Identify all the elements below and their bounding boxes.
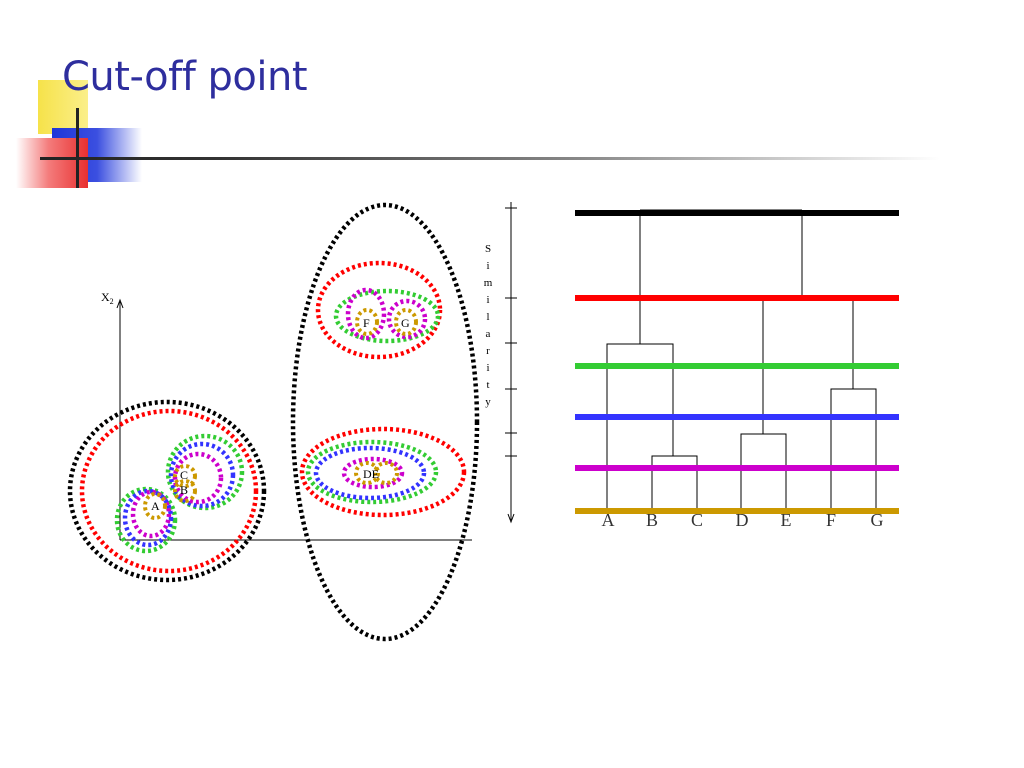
link-bc <box>651 455 698 508</box>
decoration-vertical-line <box>76 108 79 188</box>
cluster-green-a <box>114 486 178 554</box>
cluster-blue-de <box>313 445 427 501</box>
point-label-a: A <box>151 499 160 513</box>
svg-text:r: r <box>486 345 490 357</box>
cluster-gold-g <box>394 308 418 336</box>
cluster-green-fg <box>333 288 441 344</box>
point-label-c: C <box>180 468 188 482</box>
leaf-label-g: G <box>871 510 884 530</box>
leaf-label-a: A <box>602 510 615 530</box>
leaf-label-e: E <box>781 510 792 530</box>
cluster-purple-a <box>130 489 172 539</box>
cluster-blue-a <box>122 488 174 548</box>
cluster-black-right <box>290 202 480 642</box>
cluster-purple-de <box>341 456 405 490</box>
cluster-purple-g <box>386 298 428 340</box>
leaf-label-b: B <box>646 510 658 530</box>
cluster-green-de <box>305 439 439 505</box>
svg-text:S: S <box>485 243 491 255</box>
similarity-label: S i m i l a r i t y <box>484 243 493 408</box>
cluster-gold-e <box>373 461 399 485</box>
cluster-green-bc <box>165 433 245 511</box>
svg-text:y: y <box>485 396 491 408</box>
cluster-gold-a <box>143 492 167 520</box>
decoration-yellow-square <box>38 80 88 134</box>
svg-text:m: m <box>484 277 493 289</box>
cluster-blue-bc <box>168 441 236 509</box>
cluster-red-de <box>299 426 467 518</box>
dendrogram <box>606 209 877 508</box>
svg-text:i: i <box>486 294 489 306</box>
y-axis-arrow <box>116 298 124 309</box>
cluster-red-left <box>79 408 259 574</box>
cluster-gold-b <box>173 479 197 503</box>
point-label-f: F <box>363 316 370 330</box>
leaf-label-d: D <box>736 510 749 530</box>
title-underline <box>40 157 940 160</box>
svg-text:t: t <box>486 379 489 391</box>
point-label-b: B <box>180 483 188 497</box>
similarity-axis <box>505 202 517 524</box>
point-label-de: DE <box>363 467 379 481</box>
svg-text:i: i <box>486 362 489 374</box>
cluster-gold-f <box>355 308 379 336</box>
cluster-black-left <box>67 399 267 583</box>
point-label-g: G <box>401 316 410 330</box>
scatter-axes: X2 <box>101 290 472 541</box>
dendrogram-leaf-labels: A B C D E F G <box>602 510 884 530</box>
y-axis-label: X2 <box>101 290 114 306</box>
svg-text:i: i <box>486 260 489 272</box>
svg-text:l: l <box>486 311 489 323</box>
cluster-red-fg <box>315 260 443 360</box>
leaf-label-f: F <box>826 510 836 530</box>
slide-title: Cut-off point <box>62 54 308 100</box>
cluster-purple-bc <box>172 451 224 505</box>
cluster-gold-c <box>173 464 197 488</box>
cluster-purple-f <box>345 287 387 341</box>
svg-text:a: a <box>486 328 491 340</box>
link-fg <box>830 388 877 508</box>
leaf-label-c: C <box>691 510 703 530</box>
cluster-gold-d <box>354 461 380 485</box>
cutoff-lines <box>575 210 899 514</box>
